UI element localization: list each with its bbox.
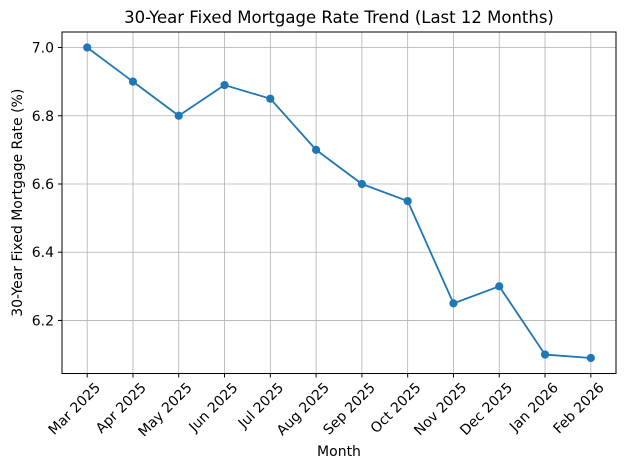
y-tick-label: 6.8 bbox=[32, 109, 54, 125]
x-axis-label: Month bbox=[317, 444, 361, 460]
y-tick-label: 6.2 bbox=[32, 313, 54, 329]
data-point bbox=[495, 282, 504, 291]
data-point bbox=[266, 94, 275, 103]
data-point bbox=[540, 350, 550, 359]
data-point bbox=[357, 179, 366, 189]
data-point bbox=[174, 111, 183, 120]
series-line bbox=[86, 46, 592, 359]
chart-title: 30-Year Fixed Mortgage Rate Trend (Last … bbox=[124, 8, 554, 27]
y-axis-label: 30-Year Fixed Mortgage Rate (%) bbox=[10, 89, 26, 317]
axes-border bbox=[61, 31, 617, 374]
data-point bbox=[312, 145, 321, 154]
data-point bbox=[220, 80, 229, 90]
data-point bbox=[128, 77, 138, 86]
y-tick-label: 7.0 bbox=[32, 41, 54, 57]
data-point bbox=[83, 43, 92, 52]
y-tick-label: 6.6 bbox=[32, 177, 54, 193]
y-tick-label: 6.4 bbox=[32, 245, 54, 261]
data-point bbox=[403, 196, 412, 206]
data-point bbox=[586, 353, 595, 363]
data-point bbox=[449, 299, 458, 308]
